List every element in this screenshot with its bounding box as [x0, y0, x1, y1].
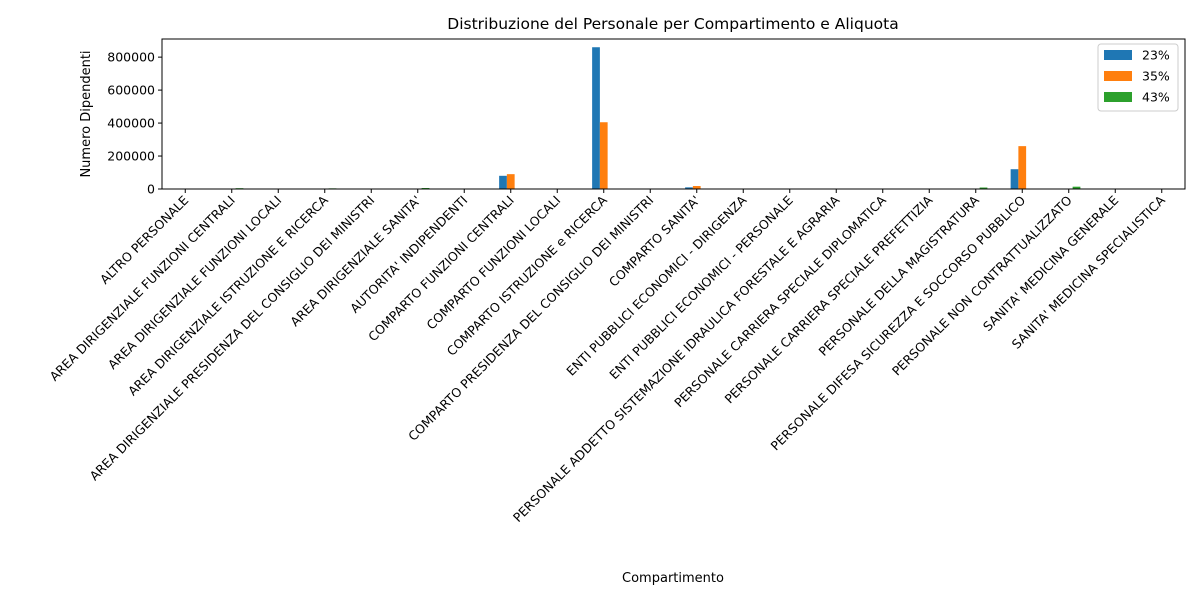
- bar: [685, 187, 693, 189]
- y-tick-label: 200000: [107, 149, 155, 164]
- legend-swatch: [1104, 92, 1132, 102]
- legend-label: 43%: [1142, 90, 1170, 105]
- bar: [592, 47, 600, 189]
- bar: [506, 174, 515, 189]
- bar: [1010, 169, 1019, 189]
- legend-swatch: [1104, 50, 1132, 60]
- legend: 23% 35% 43%: [1097, 43, 1179, 112]
- y-tick-label: 0: [147, 182, 155, 197]
- x-tick-label: ALTRO PERSONALE: [97, 192, 192, 287]
- bars-layer: [235, 47, 1081, 189]
- bar: [692, 186, 701, 189]
- plot-frame: [161, 38, 1186, 190]
- y-tick-label: 800000: [107, 50, 155, 65]
- x-axis-label: Compartimento: [622, 571, 724, 586]
- y-tick-label: 600000: [107, 83, 155, 98]
- x-tick-label: AREA DIRIGENZIALE FUNZIONI LOCALI: [105, 193, 285, 373]
- chart-title: Distribuzione del Personale per Comparti…: [447, 15, 898, 33]
- bar: [979, 187, 988, 189]
- x-tick-label: COMPARTO SANITA': [606, 193, 703, 290]
- bar: [499, 175, 507, 189]
- x-tick-label: PERSONALE CARRIERA SPECIALE DIPLOMATICA: [671, 192, 889, 410]
- y-axis-label: Numero Dipendenti: [79, 50, 94, 177]
- legend-swatch: [1104, 71, 1132, 81]
- bar: [599, 122, 608, 189]
- bar: [1018, 146, 1027, 189]
- y-tick-label: 400000: [107, 116, 155, 131]
- legend-label: 35%: [1142, 69, 1170, 84]
- legend-label: 23%: [1142, 48, 1170, 63]
- y-axis-ticks: 0 200000 400000 600000 800000: [107, 50, 162, 197]
- bar: [1072, 186, 1081, 189]
